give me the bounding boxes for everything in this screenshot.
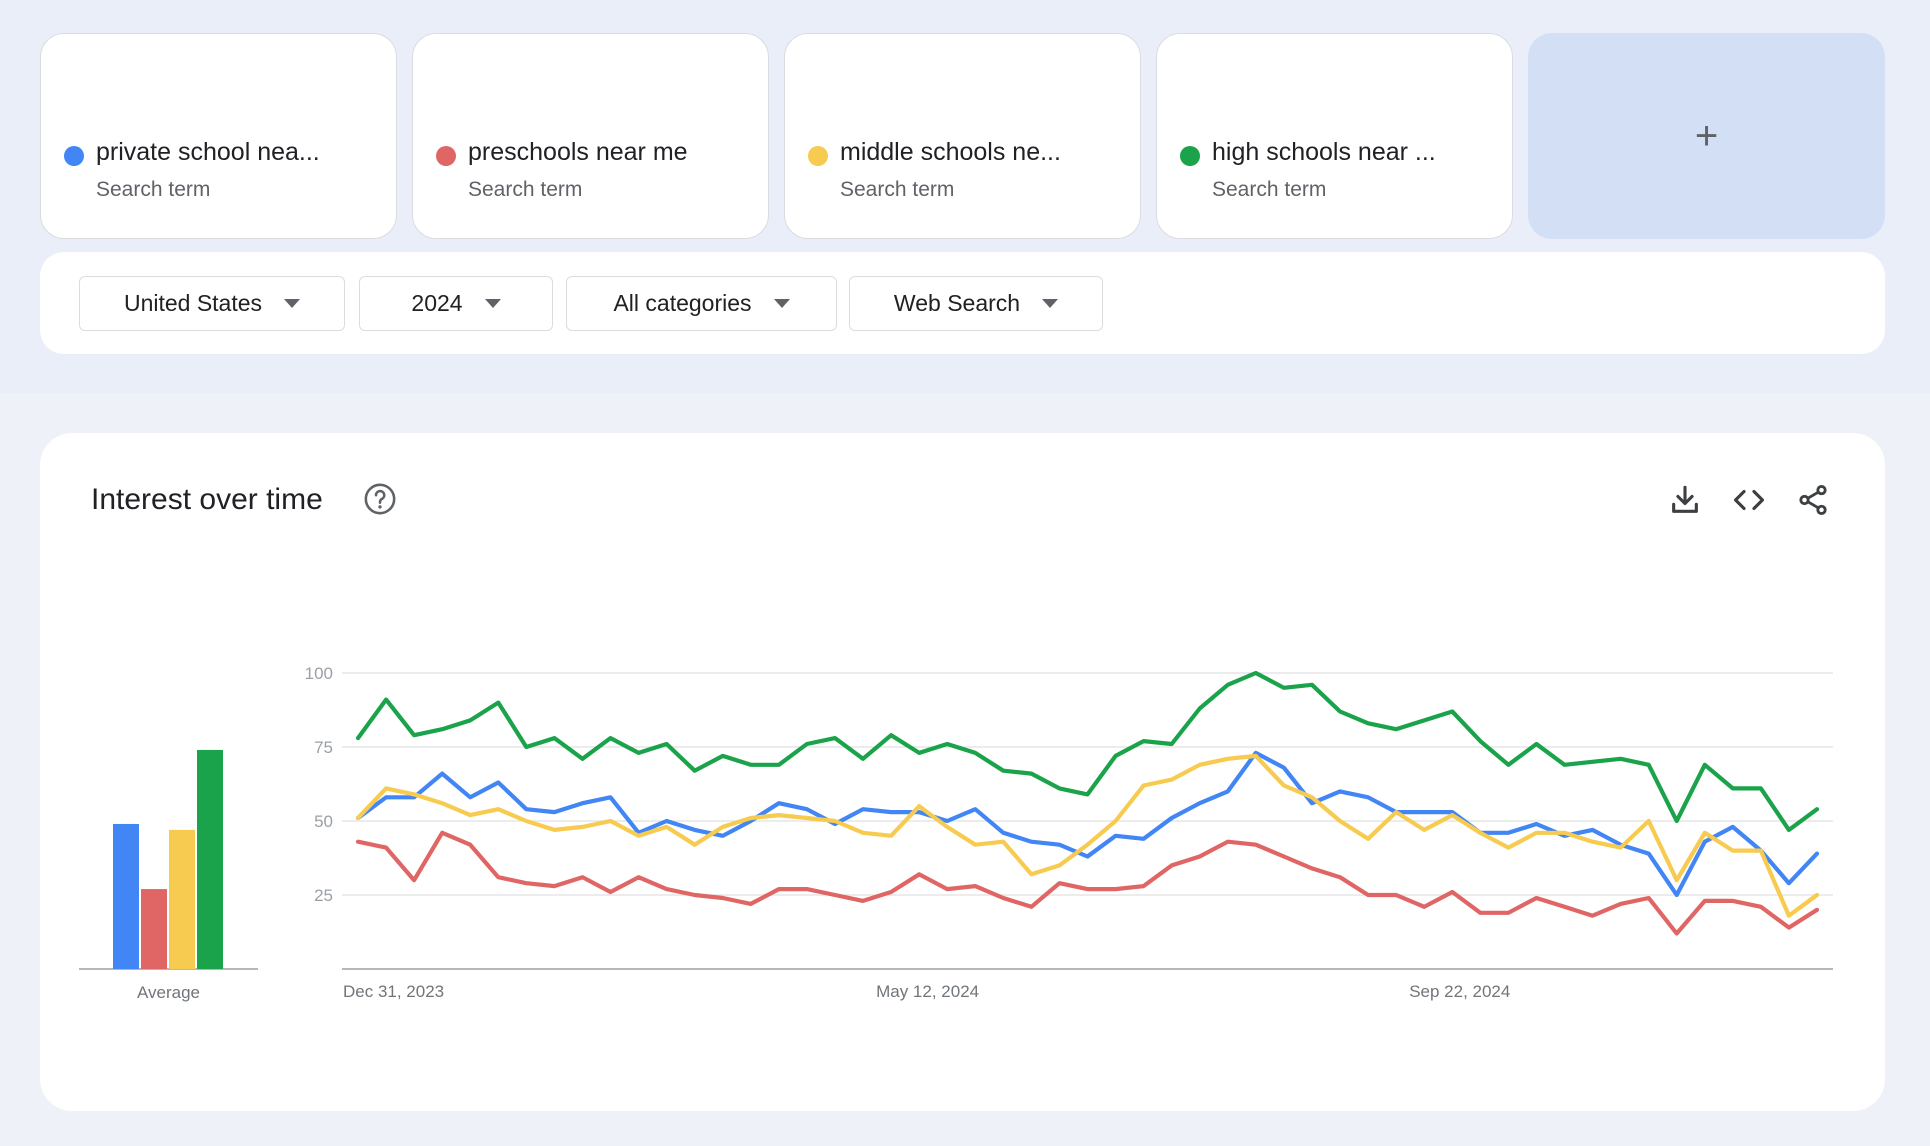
interest-chart: 100 75 50 25 Dec 31, 2023 May 12, 2024 Sep 22,…	[79, 664, 1833, 1002]
caret-down-icon	[773, 299, 790, 308]
caret-down-icon	[1042, 299, 1059, 308]
search-terms-row: private school nea... Search term presch…	[40, 33, 1885, 239]
average-bar	[197, 749, 223, 969]
series-dot-icon	[64, 146, 84, 166]
embed-code-icon[interactable]	[1732, 483, 1766, 517]
term-type: Search term	[96, 178, 211, 201]
average-bar	[169, 829, 195, 969]
term-type: Search term	[840, 178, 955, 201]
series-line	[355, 753, 1820, 918]
category-dropdown[interactable]: All categories	[566, 276, 837, 331]
term-card-high-schools[interactable]: high schools near ... Search term	[1156, 33, 1513, 239]
y-tick-label: 100	[305, 664, 333, 683]
series-dot-icon	[1180, 146, 1200, 166]
x-tick-label: Dec 31, 2023	[343, 982, 444, 1001]
term-label: high schools near ...	[1212, 138, 1436, 166]
y-tick-label: 75	[314, 738, 333, 757]
average-label: Average	[137, 983, 200, 1002]
x-tick-label: May 12, 2024	[876, 982, 979, 1001]
term-type: Search term	[1212, 178, 1327, 201]
term-card-middle-schools[interactable]: middle schools ne... Search term	[784, 33, 1141, 239]
term-label: private school nea...	[96, 138, 320, 166]
region-value: United States	[123, 290, 263, 316]
add-term-button[interactable]: +	[1528, 33, 1885, 239]
series-line	[355, 670, 1820, 832]
average-bar	[113, 823, 139, 969]
help-icon[interactable]	[363, 482, 397, 516]
plus-icon: +	[1694, 113, 1719, 158]
average-bar	[141, 889, 167, 969]
share-icon[interactable]	[1796, 483, 1830, 517]
time-range-value: 2024	[411, 290, 463, 316]
y-tick-label: 50	[314, 812, 333, 831]
category-value: All categories	[613, 290, 752, 316]
filter-bar: United States 2024 All categories Web Se…	[40, 252, 1885, 354]
caret-down-icon	[484, 299, 501, 308]
search-type-dropdown[interactable]: Web Search	[849, 276, 1103, 331]
term-type: Search term	[468, 178, 583, 201]
download-icon[interactable]	[1668, 483, 1702, 517]
panel-title: Interest over time	[91, 483, 323, 516]
y-tick-label: 25	[314, 886, 333, 905]
term-label: preschools near me	[468, 138, 688, 166]
interest-over-time-panel: Interest over time 100 75 50 25 Dec 31, 2023…	[40, 433, 1885, 1111]
search-type-value: Web Search	[893, 290, 1021, 316]
term-card-private-school[interactable]: private school nea... Search term	[40, 33, 397, 239]
term-label: middle schools ne...	[840, 138, 1061, 166]
term-card-preschools[interactable]: preschools near me Search term	[412, 33, 769, 239]
series-line	[355, 830, 1820, 936]
x-tick-label: Sep 22, 2024	[1409, 982, 1510, 1001]
region-dropdown[interactable]: United States	[79, 276, 345, 331]
series-line	[355, 750, 1820, 898]
series-dot-icon	[436, 146, 456, 166]
caret-down-icon	[284, 299, 301, 308]
series-dot-icon	[808, 146, 828, 166]
time-range-dropdown[interactable]: 2024	[359, 276, 553, 331]
